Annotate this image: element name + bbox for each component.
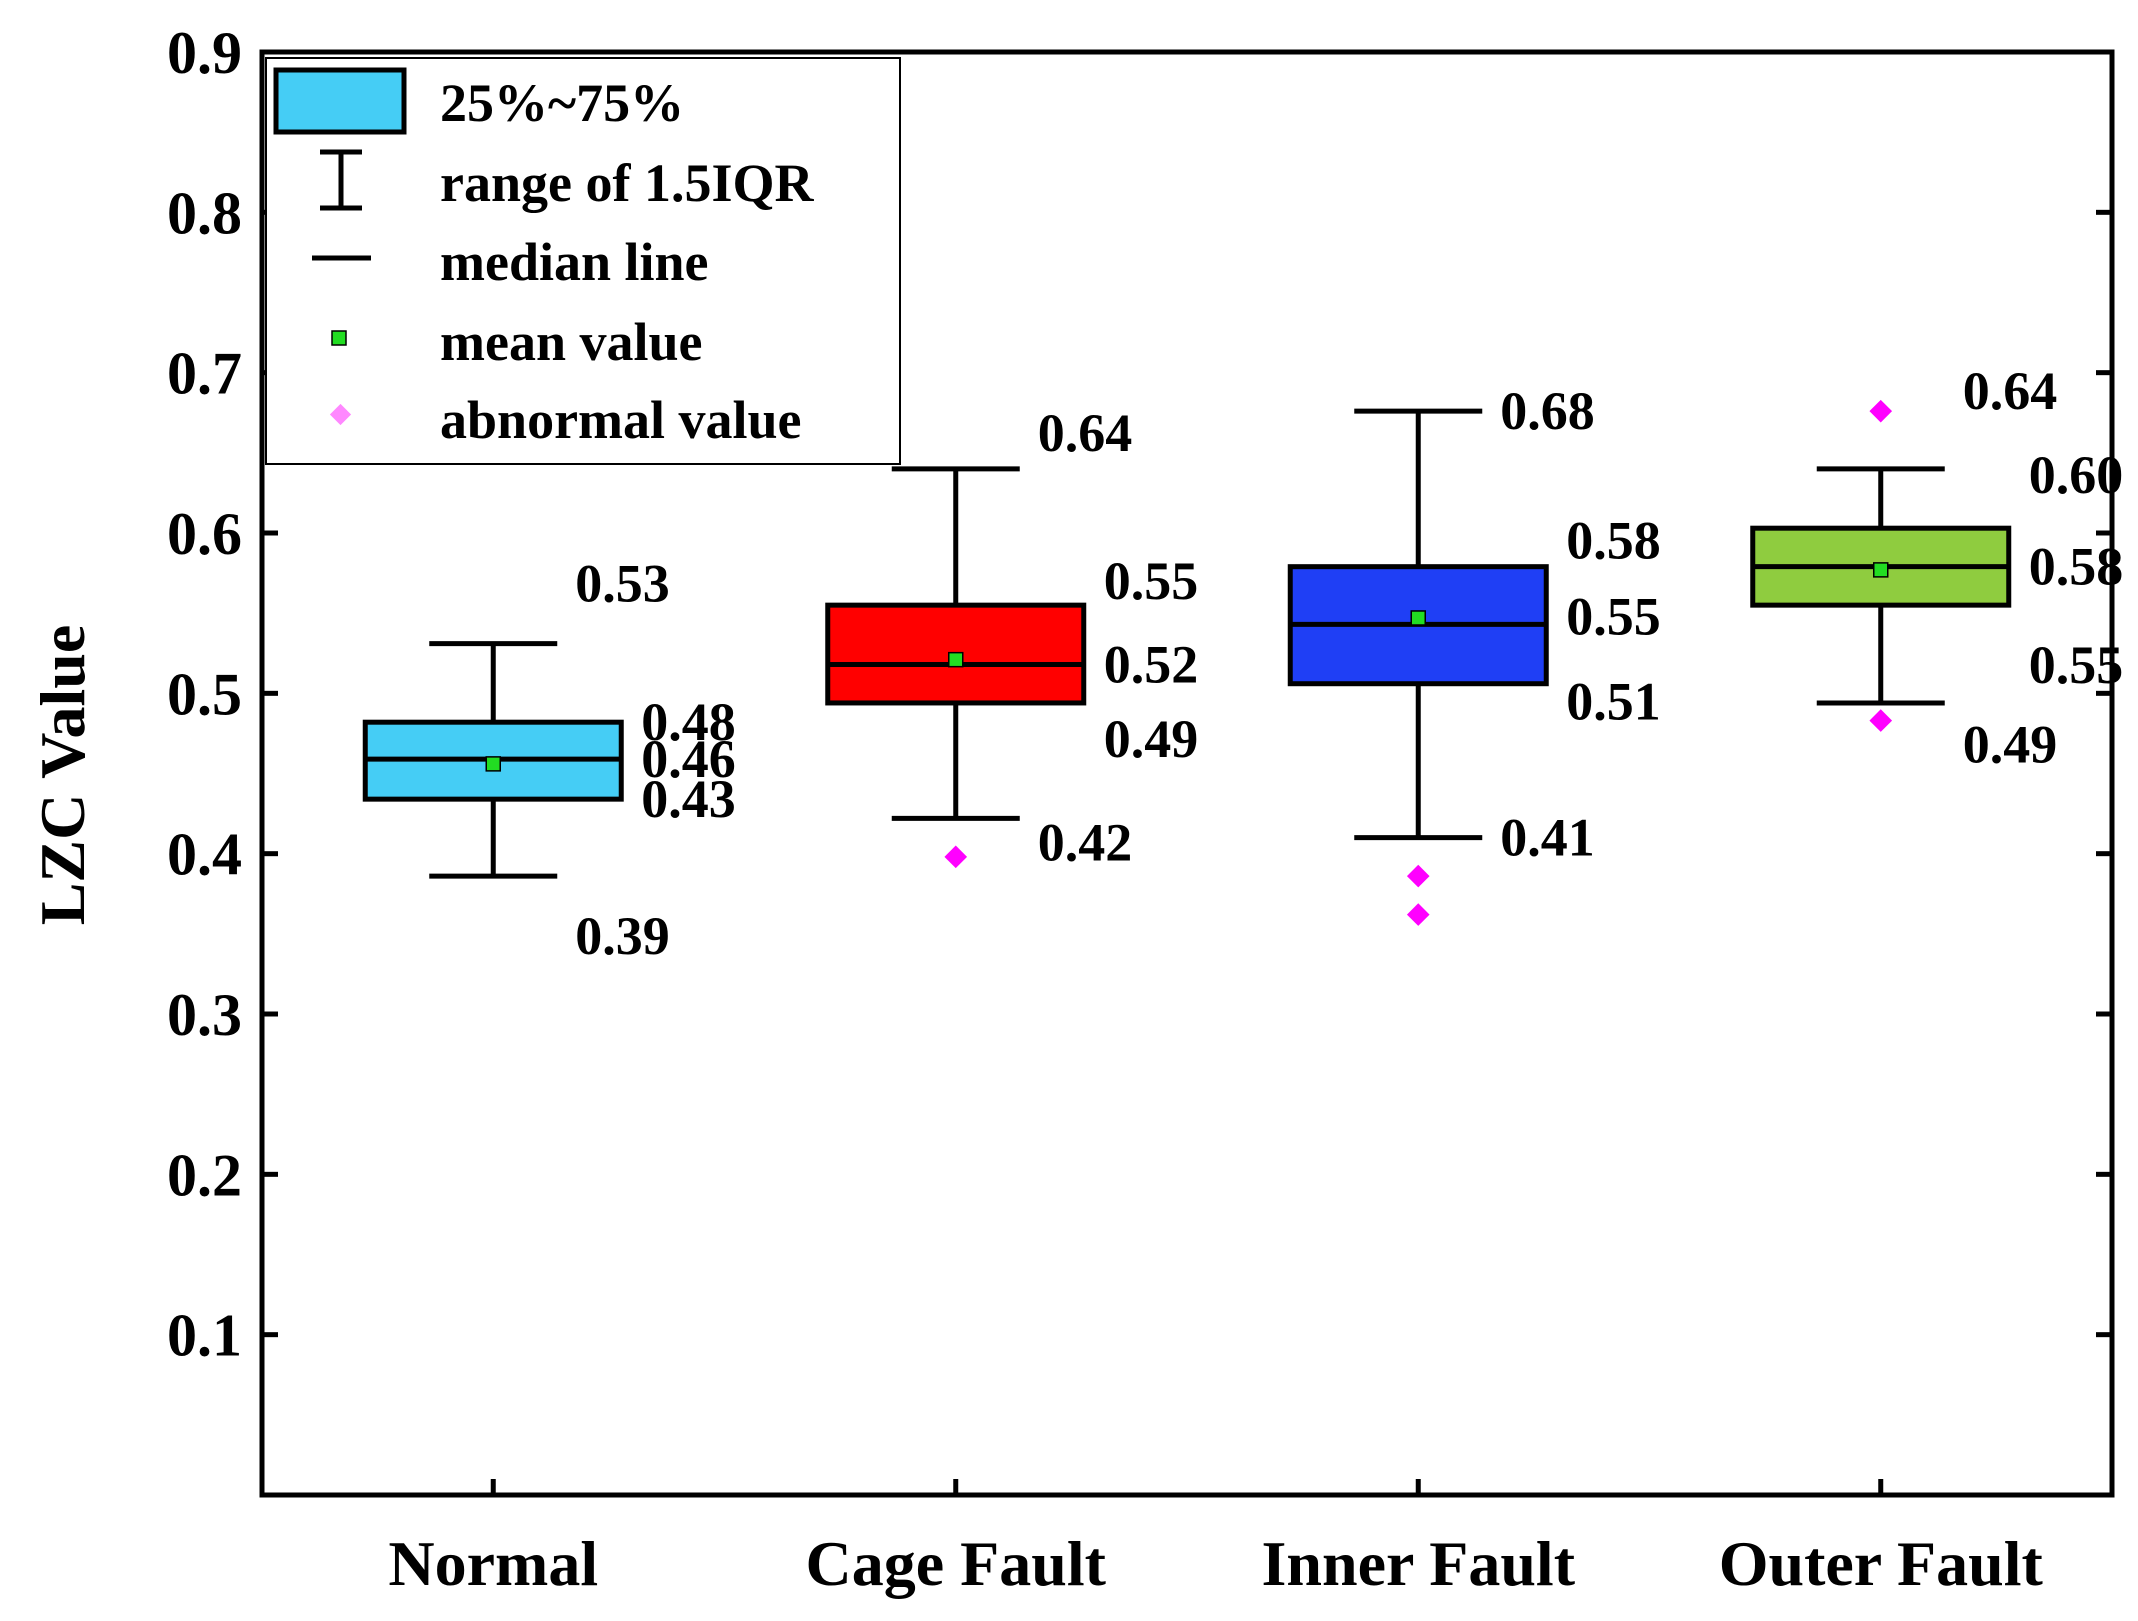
mean-marker [948,651,964,668]
value-label-median: 0.58 [2029,537,2124,597]
value-label-whisker-high: 0.53 [575,554,670,614]
box-normal [362,641,624,879]
value-label-whisker-high: 0.68 [1500,381,1595,441]
value-label-q3: 0.58 [1566,511,1661,571]
legend-mean-marker [331,330,347,346]
value-label-outlier-high: 0.64 [1963,361,2058,421]
y-tick-label: 0.2 [167,1142,242,1208]
y-tick-label: 0.7 [167,341,242,407]
x-category-label: Normal [388,1528,598,1599]
legend-box-swatch [273,67,407,135]
value-label-q1: 0.55 [2029,635,2124,695]
value-label-q1: 0.51 [1566,672,1661,732]
outlier-marker [1406,864,1430,888]
outlier-marker [944,845,968,869]
y-tick-label: 0.8 [167,180,242,246]
y-axis-label: LZC Value [27,625,98,926]
value-label-outlier-low: 0.49 [1963,715,2058,775]
y-tick-label: 0.5 [167,661,242,727]
value-label-median: 0.52 [1104,634,1199,694]
legend: 25%~75% range of 1.5IQR median line mean… [265,57,901,465]
legend-label-iqr-box: 25%~75% [440,73,684,133]
y-axis-ticks: 0.1 0.2 0.3 0.4 0.5 0.6 0.7 0.8 0.9 [167,20,2112,1369]
x-category-label: Inner Fault [1261,1528,1575,1599]
mean-marker [485,756,501,772]
y-tick-label: 0.4 [167,822,242,888]
mean-marker [1410,610,1426,626]
value-label-whisker-high: 0.60 [2029,445,2124,505]
mean-marker [1873,562,1889,578]
x-category-label: Outer Fault [1719,1528,2044,1599]
value-label-q1: 0.49 [1104,709,1199,769]
legend-label-whisker-range: range of 1.5IQR [440,153,814,213]
box-cage-fault [825,466,1087,869]
box-series-group [362,399,2012,926]
y-tick-label: 0.1 [167,1303,242,1369]
y-tick-label: 0.9 [167,20,242,86]
legend-label-mean: mean value [440,312,703,372]
value-label-median: 0.55 [1566,586,1661,646]
value-label-whisker-low: 0.39 [575,906,670,966]
legend-label-median: median line [440,232,709,292]
value-label-median: 0.46 [641,729,736,789]
value-label-whisker-low: 0.42 [1038,812,1133,872]
outlier-marker [1869,399,1893,423]
y-tick-label: 0.6 [167,501,242,567]
x-category-label: Cage Fault [806,1528,1107,1599]
plot-frame [259,49,2115,1498]
box-outer-fault [1750,399,2012,732]
value-annotations: 0.53 0.480.460.43 0.39 0.64 0.55 0.52 0.49 0.42… [575,361,2123,966]
box-inner-fault [1287,408,1549,926]
value-label-q3: 0.55 [1104,551,1199,611]
outlier-marker [1406,903,1430,926]
y-tick-label: 0.3 [167,982,242,1048]
value-label-q3: 0.48 [641,692,736,752]
legend-label-abnormal: abnormal value [440,390,802,450]
outlier-marker [1869,709,1893,732]
value-label-q1: 0.43 [641,769,736,829]
value-label-whisker-high: 0.64 [1038,403,1133,463]
value-label-whisker-low: 0.41 [1500,808,1595,868]
x-axis-ticks: Normal Cage Fault Inner Fault Outer Fault [388,1479,2044,1599]
